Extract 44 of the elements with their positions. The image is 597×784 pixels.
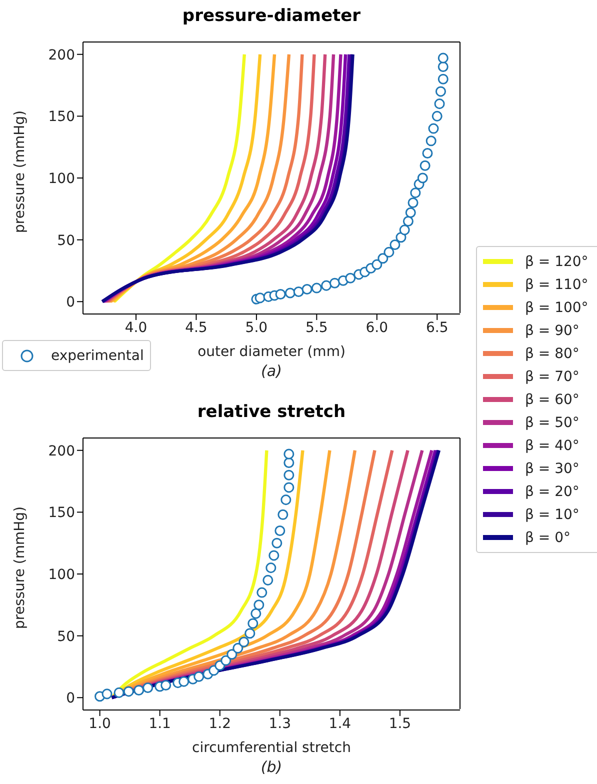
x-tick-label: 5.5	[306, 320, 328, 336]
legend-label: β = 0°	[525, 530, 570, 546]
x-tick-label: 6.5	[426, 320, 448, 336]
x-tick-label: 1.1	[148, 716, 171, 732]
y-tick-label: 100	[48, 566, 75, 583]
text: (a)	[260, 362, 283, 380]
legend-label: β = 60°	[525, 392, 580, 408]
legend-label: β = 90°	[525, 322, 580, 338]
chart-title: pressure-diameter	[181, 6, 362, 26]
legend-label: β = 30°	[525, 460, 580, 476]
text: (b)	[260, 758, 284, 776]
legend-label: β = 50°	[525, 414, 580, 430]
x-tick-label: 5.0	[245, 320, 268, 336]
x-axis-title: outer diameter (mm)	[198, 344, 346, 360]
x-tick-label: 4.5	[185, 320, 208, 336]
legend-label: β = 10°	[525, 506, 580, 522]
y-tick-label: 50	[57, 232, 75, 249]
x-tick-label: 1.4	[328, 716, 352, 732]
y-tick-label: 100	[48, 170, 75, 187]
y-tick-label: 200	[48, 443, 75, 460]
legend-label: β = 110°	[525, 276, 588, 292]
legend-label: β = 70°	[525, 368, 580, 384]
y-tick-label: 0	[66, 294, 75, 311]
x-axis-title: circumferential stretch	[192, 740, 351, 756]
x-tick-label: 1.2	[208, 716, 232, 732]
legend-label: experimental	[51, 348, 144, 364]
y-tick-label: 150	[48, 505, 75, 522]
x-tick-label: 1.5	[388, 716, 412, 732]
x-tick-label: 6.0	[366, 320, 388, 336]
legend-label: β = 100°	[525, 300, 588, 316]
legend-label: β = 40°	[525, 438, 580, 454]
y-axis-title: pressure (mmHg)	[12, 110, 28, 233]
y-tick-label: 50	[57, 628, 75, 645]
legend-label: β = 80°	[525, 346, 580, 362]
y-tick-label: 150	[48, 109, 75, 126]
chart-title: relative stretch	[196, 402, 347, 422]
x-tick-label: 4.0	[124, 320, 148, 336]
legend-label: β = 120°	[525, 254, 588, 270]
y-tick-label: 200	[48, 47, 75, 64]
y-axis-title: pressure (mmHg)	[12, 506, 28, 629]
x-tick-label: 1.3	[268, 716, 292, 732]
legend-label: β = 20°	[525, 484, 580, 500]
y-tick-label: 0	[66, 690, 75, 707]
x-tick-label: 1.0	[88, 716, 111, 732]
